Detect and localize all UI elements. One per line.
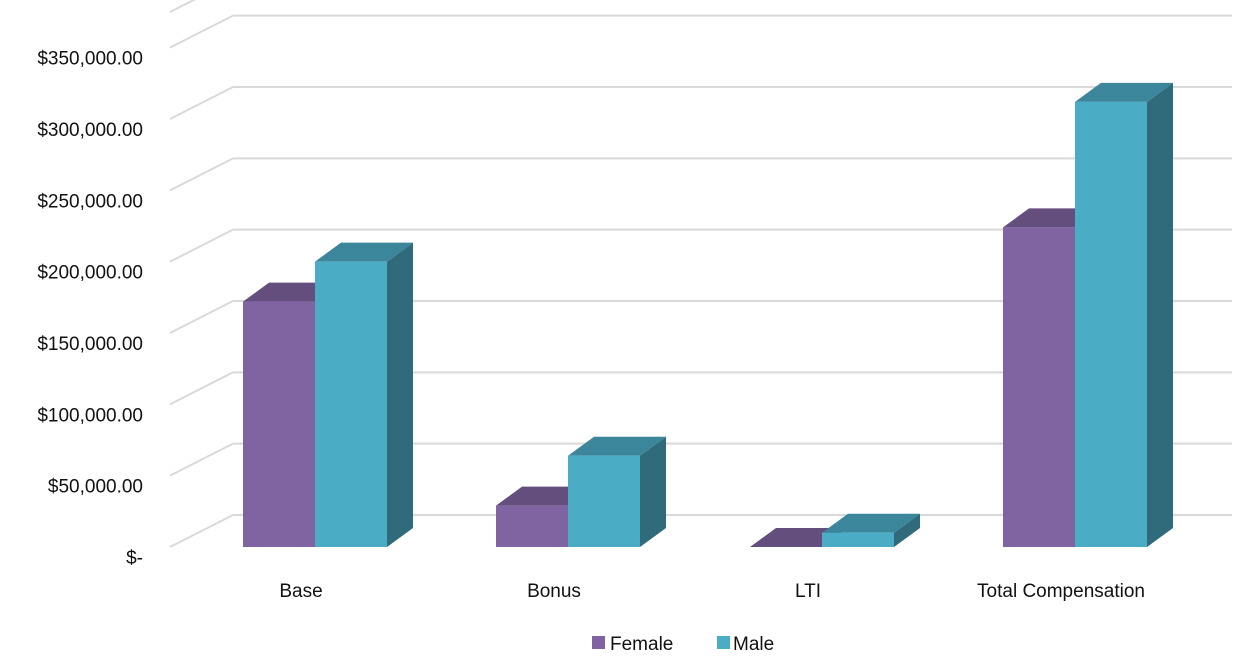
y-tick-label: $100,000.00 (37, 405, 143, 426)
gridline-side (169, 300, 234, 334)
bar-top-face (1075, 82, 1173, 102)
bar-side-face (1147, 82, 1173, 547)
y-tick-label: $250,000.00 (37, 191, 143, 212)
bar-side-face (387, 242, 413, 547)
gridline-side (169, 514, 234, 548)
bar-male (1075, 82, 1173, 547)
bar-top-face (568, 436, 666, 456)
bar-male (822, 513, 920, 547)
legend-label: Female (610, 634, 673, 655)
bar-front-face (568, 455, 640, 547)
x-tick-label: Total Compensation (977, 581, 1145, 602)
y-tick-label: $200,000.00 (37, 263, 143, 284)
gridline-side (169, 86, 234, 120)
x-tick-label: LTI (795, 581, 821, 602)
bars (243, 82, 1173, 547)
x-tick-label: Base (279, 581, 322, 602)
bar-front-face (243, 301, 315, 547)
gridline-side (169, 14, 234, 49)
bar-front-face (496, 505, 568, 547)
gridline-side (169, 0, 196, 13)
legend-item-male: Male (717, 634, 774, 655)
y-tick-label: $- (126, 548, 143, 569)
bar-male (315, 242, 413, 547)
y-tick-label: $350,000.00 (37, 49, 143, 70)
y-tick-label: $150,000.00 (37, 334, 143, 355)
legend-label: Male (733, 634, 774, 655)
gridline-side (169, 157, 234, 192)
bar-side-face (894, 513, 920, 547)
bar-top-face (822, 513, 920, 533)
gridline-side (169, 228, 234, 263)
legend: Female Male (592, 634, 774, 655)
bar-front-face (1075, 101, 1147, 547)
bar-side-face (640, 436, 666, 547)
y-tick-label: $300,000.00 (37, 120, 143, 141)
y-tick-label: $50,000.00 (48, 477, 143, 498)
bar-front-face (1003, 227, 1075, 547)
gridline-side (169, 371, 234, 406)
legend-item-female: Female (592, 634, 673, 655)
legend-swatch (717, 636, 730, 649)
y-axis-ticks: $- $50,000.00 $100,000.00 $150,000.00 $200,0… (37, 49, 143, 569)
x-tick-label: Bonus (527, 581, 581, 602)
gridline-side (169, 442, 234, 477)
bar-male (568, 436, 666, 547)
bar-top-face (315, 242, 413, 262)
bar-front-face (822, 532, 894, 547)
x-axis-labels: Base Bonus LTI Total Compensation (279, 581, 1145, 602)
bar-front-face (315, 261, 387, 547)
legend-swatch (592, 636, 605, 649)
